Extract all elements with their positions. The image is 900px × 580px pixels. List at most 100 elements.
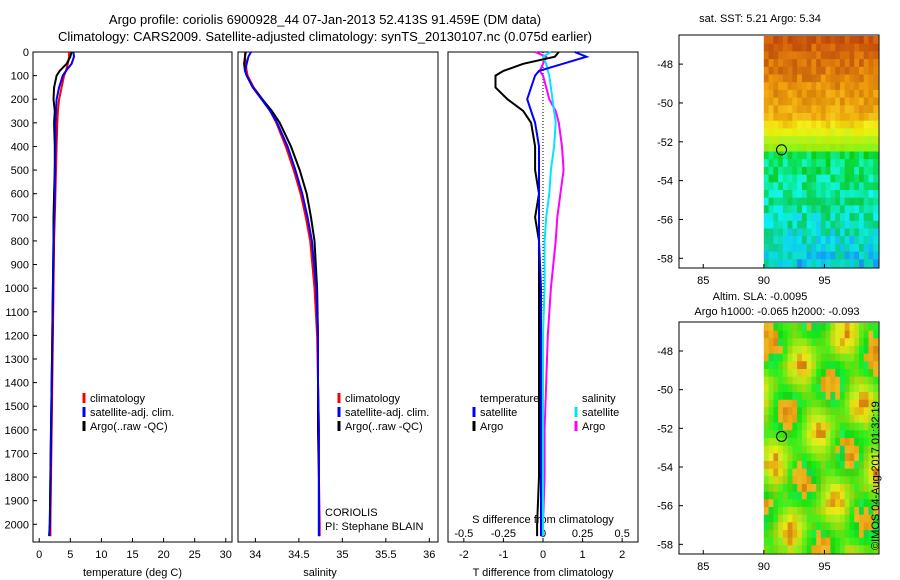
sla-map-cell xyxy=(820,476,827,485)
sla-map-cell xyxy=(859,330,865,339)
sst-map-cell xyxy=(854,82,860,91)
sst-map-cell xyxy=(859,51,865,60)
sst-map-cell xyxy=(835,259,841,268)
sst-map-cell xyxy=(792,259,798,268)
sla-map-cell xyxy=(844,384,851,393)
sst-map-cell xyxy=(797,113,803,122)
sst-map-cell xyxy=(835,205,841,214)
sla-map-cell xyxy=(873,399,879,408)
sla-map-cell xyxy=(773,438,779,447)
sst-map-cell xyxy=(792,236,798,245)
sst-map-cell xyxy=(811,182,817,191)
sla-map-cell xyxy=(839,499,846,508)
sst-map-cell xyxy=(859,243,865,253)
sla-map-cell xyxy=(820,499,827,508)
sst-map-cell xyxy=(811,89,817,99)
sst-map-cell xyxy=(763,105,770,114)
sla-map-cell xyxy=(773,476,779,485)
sst-map-cell xyxy=(773,105,779,114)
sla-map-cell xyxy=(816,323,822,332)
sla-map-cell xyxy=(811,507,817,516)
sst-map-cell xyxy=(801,251,808,260)
sst-map-cell xyxy=(825,120,832,129)
sst-map-cell xyxy=(806,228,813,237)
sla-map-cell xyxy=(830,507,836,516)
sla-map-cell xyxy=(763,522,770,531)
sst-map-cell xyxy=(854,143,860,153)
sst-map-cell xyxy=(849,197,855,206)
sst-map-cell xyxy=(811,205,817,214)
sst-map-cell xyxy=(792,105,798,114)
temperature-axis-tick-label: 15 xyxy=(126,549,138,561)
sst-map-cell xyxy=(820,51,827,60)
sst-map-cell xyxy=(811,43,817,52)
sla-map-cell xyxy=(844,330,851,339)
sst-map-cell xyxy=(844,182,851,191)
sla-map-cell xyxy=(820,330,827,339)
sla-map-cell xyxy=(816,369,822,378)
sla-map-cell xyxy=(806,415,813,424)
t-difference-axis-tick-label: 0 xyxy=(540,549,546,561)
sla-map-title: Altim. SLA: -0.0095 xyxy=(712,291,808,303)
sla-map-cell xyxy=(868,461,874,470)
sst-map-cell xyxy=(768,174,774,183)
sst-map-cell xyxy=(854,43,860,52)
sst-map-cell xyxy=(816,74,822,83)
sst-map-cell xyxy=(835,143,841,153)
sla-map-cell xyxy=(839,545,846,554)
sst-map-cell xyxy=(768,43,774,52)
sla-map-cell xyxy=(778,522,784,531)
sla-map-cell xyxy=(792,499,798,508)
sst-map-cell xyxy=(835,166,841,176)
sst-map-cell xyxy=(773,113,779,122)
sla-map-cell xyxy=(844,491,851,500)
sla-map-cell xyxy=(868,530,874,539)
sst-map-cell xyxy=(825,113,832,122)
sla-map-cell xyxy=(873,545,879,554)
sla-map-cell xyxy=(768,522,774,531)
sst-map-cell xyxy=(773,213,779,222)
sla-map-cell xyxy=(782,338,789,347)
sla-map-cell xyxy=(868,407,874,416)
sst-map-cell xyxy=(873,220,879,230)
sst-map-cell xyxy=(825,74,832,83)
sla-map-cell xyxy=(863,323,870,332)
sla-map-cell xyxy=(854,361,860,370)
sla-map-cell xyxy=(854,415,860,424)
sla-map-cell xyxy=(863,537,870,546)
sst-map-cell xyxy=(763,174,770,183)
sla-map-cell xyxy=(849,430,855,439)
sst-map-cell xyxy=(835,66,841,76)
sla-map-cell xyxy=(806,499,813,508)
sst-map-cell xyxy=(849,151,855,160)
salinity-axis-tick-label: 34.5 xyxy=(288,549,309,561)
diff-legend-t-argo-label: Argo xyxy=(480,421,503,433)
diff-legend-s-argo-label: Argo xyxy=(582,421,605,433)
sst-map-cell xyxy=(801,151,808,160)
sla-map-cell xyxy=(830,438,836,447)
sst-map-cell xyxy=(797,251,803,260)
sst-map-cell xyxy=(801,197,808,206)
sst-map-cell xyxy=(763,97,770,106)
sla-map-cell xyxy=(816,468,822,477)
sla-map-cell xyxy=(854,338,860,347)
sst-map-cell xyxy=(797,59,803,68)
sst-map-cell xyxy=(825,143,832,153)
sla-map-cell xyxy=(859,346,865,355)
sla-map-cell xyxy=(863,522,870,531)
sla-map-cell xyxy=(873,499,879,508)
sla-map-cell xyxy=(763,415,770,424)
sst-map-cell xyxy=(844,174,851,183)
sla-map-cell xyxy=(854,445,860,454)
temperature-axis-tick-label: 20 xyxy=(157,549,169,561)
sla-map-cell xyxy=(830,415,836,424)
sla-map-cell xyxy=(830,369,836,378)
temperature-axis-tick-label: 30 xyxy=(220,549,232,561)
sst-map-title: sat. SST: 5.21 Argo: 5.34 xyxy=(699,13,821,25)
sst-map-cell xyxy=(820,43,827,52)
sla-map-cell xyxy=(768,507,774,516)
sst-map-cell xyxy=(782,166,789,176)
depth-tick-label: 1800 xyxy=(5,472,29,484)
sst-map-cell xyxy=(816,97,822,106)
sla-map-cell xyxy=(849,468,855,477)
